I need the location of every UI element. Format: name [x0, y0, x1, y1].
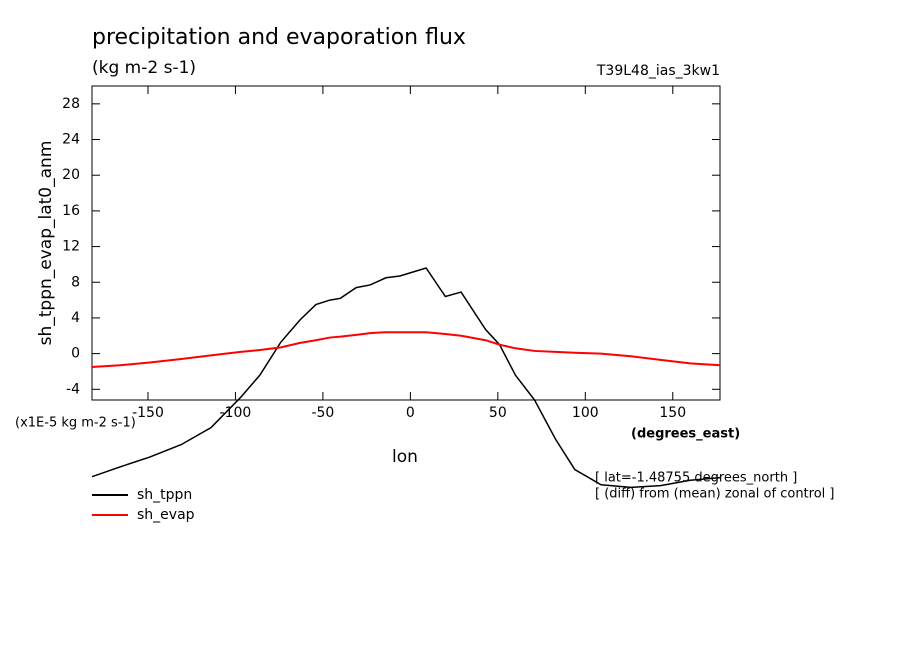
y-units: (x1E-5 kg m-2 s-1)	[15, 416, 136, 431]
y-tick-label: 12	[62, 239, 80, 255]
x-units: (degrees_east)	[631, 427, 740, 442]
x-tick-label: 100	[572, 405, 599, 421]
data-line	[91, 267, 721, 489]
y-tick-label: 28	[62, 96, 80, 112]
data-line	[91, 331, 721, 368]
legend-label: sh_tppn	[137, 487, 192, 503]
y-tick-label: 16	[62, 203, 80, 219]
y-tick-label: 20	[62, 167, 80, 183]
annotation: [ lat=-1.48755 degrees_north ]	[595, 471, 797, 486]
x-tick-label: -100	[220, 405, 252, 421]
chart-subtitle: (kg m-2 s-1)	[92, 58, 196, 78]
x-tick-label: 0	[406, 405, 415, 421]
y-tick-label: 24	[62, 132, 80, 148]
y-tick-label: -4	[66, 381, 80, 397]
run-label: T39L48_ias_3kw1	[596, 63, 720, 79]
y-tick-label: 8	[71, 274, 80, 290]
annotation: [ (diff) from (mean) zonal of control ]	[595, 487, 834, 502]
chart-title: precipitation and evaporation flux	[92, 25, 466, 50]
x-axis-label: lon	[392, 447, 418, 467]
x-tick-label: 50	[489, 405, 507, 421]
x-tick-label: -50	[311, 405, 334, 421]
plot-frame	[91, 85, 721, 401]
x-tick-label: -150	[132, 405, 164, 421]
y-axis-label: sh_tppn_evap_lat0_anm	[36, 141, 56, 346]
y-tick-label: 0	[71, 346, 80, 362]
x-tick-label: 150	[659, 405, 686, 421]
y-tick-label: 4	[71, 310, 80, 326]
legend-label: sh_evap	[137, 507, 195, 523]
